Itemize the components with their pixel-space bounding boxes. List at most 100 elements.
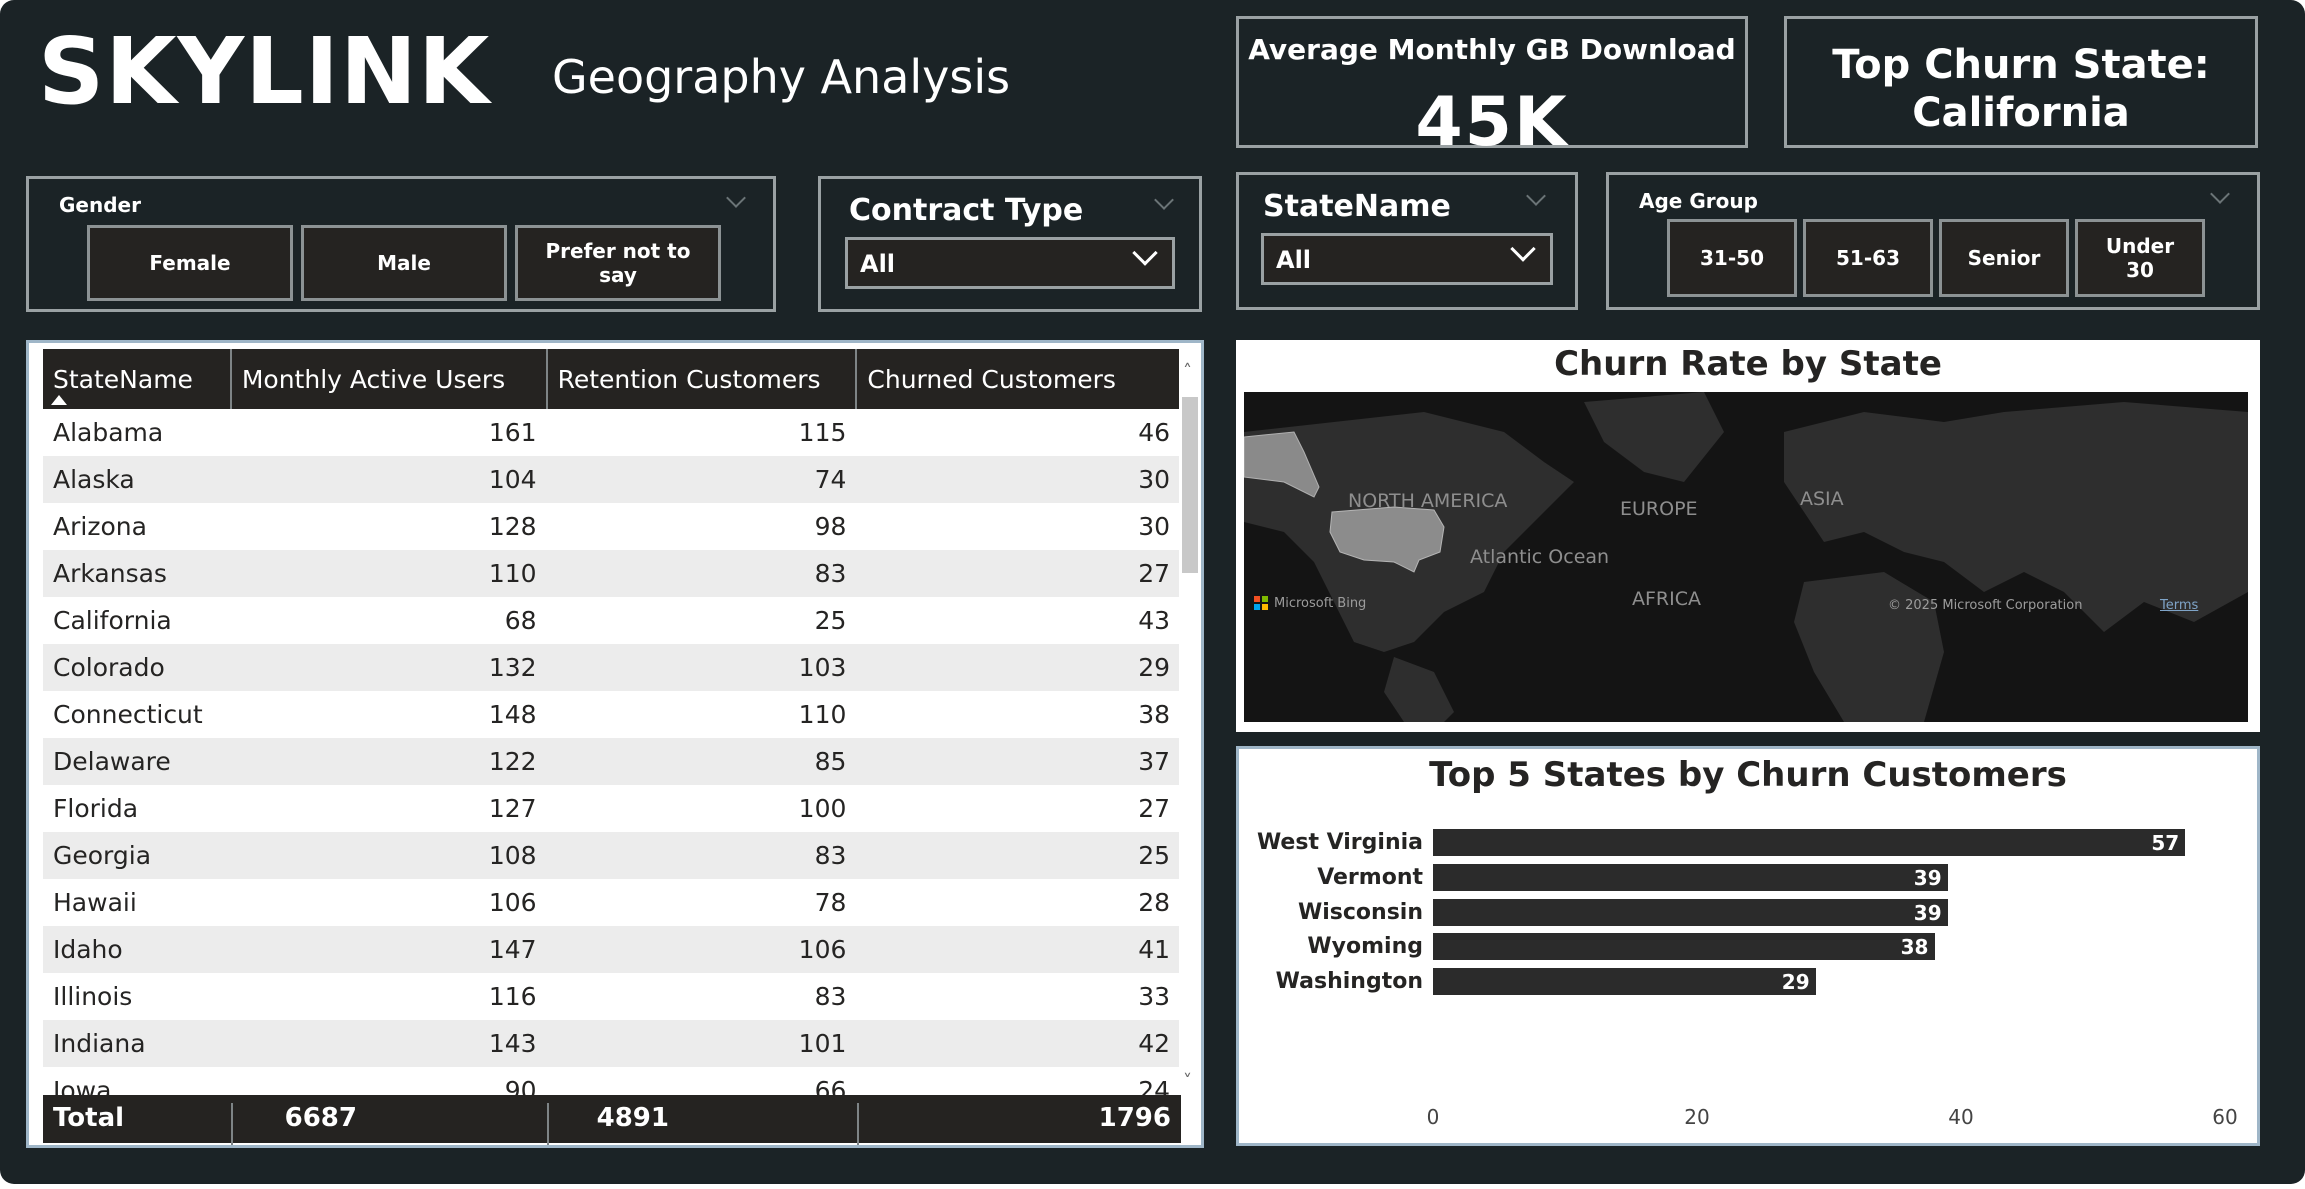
table-cell-monthly-active-users: 110: [230, 550, 547, 597]
state-table-grid: StateName Monthly Active Users Retention…: [43, 349, 1181, 1114]
table-cell-retention-customers: 83: [546, 832, 857, 879]
map-label-africa: AFRICA: [1632, 588, 1701, 610]
churn-map[interactable]: NORTH AMERICA EUROPE ASIA Atlantic Ocean…: [1244, 392, 2248, 722]
scroll-up-icon[interactable]: ˄: [1183, 361, 1192, 382]
bar-data-label: 38: [1900, 935, 1929, 960]
scroll-down-icon[interactable]: ˅: [1183, 1071, 1192, 1092]
map-label-north-america: NORTH AMERICA: [1348, 490, 1508, 512]
gender-slicer: Gender Female Male Prefer not to say: [26, 176, 776, 312]
chevron-down-icon[interactable]: [1154, 190, 1174, 210]
table-row[interactable]: Illinois 116 83 33: [43, 973, 1180, 1020]
bar-category-label: West Virginia: [1256, 830, 1423, 855]
table-row[interactable]: Florida 127 100 27: [43, 785, 1180, 832]
table-row[interactable]: California 68 25 43: [43, 597, 1180, 644]
kpi-card-avg-download: Average Monthly GB Download 45K: [1236, 16, 1748, 162]
chevron-down-icon[interactable]: [726, 188, 746, 208]
chevron-down-icon[interactable]: [1526, 186, 1546, 206]
table-cell-monthly-active-users: 68: [504, 606, 537, 635]
table-cell-churned-customers: 27: [856, 550, 1180, 597]
table-cell-statename: Indiana: [43, 1020, 231, 1067]
bar[interactable]: [1433, 968, 1816, 996]
map-label-asia: ASIA: [1800, 488, 1844, 510]
table-cell-monthly-active-users: 104: [230, 456, 547, 503]
table-cell-churned-customers: 28: [1138, 888, 1170, 917]
map-label-atlantic-ocean: Atlantic Ocean: [1470, 546, 1610, 568]
bar-data-label: 29: [1781, 970, 1810, 995]
age-option-senior[interactable]: Senior: [1939, 219, 2069, 297]
table-cell-retention-customers: 115: [798, 418, 847, 447]
table-cell-monthly-active-users: 132: [230, 644, 547, 691]
table-row[interactable]: Connecticut 148 110 38: [43, 691, 1180, 738]
age-option-under-30[interactable]: Under 30: [2075, 219, 2205, 297]
kpi-label: Average Monthly GB Download: [1248, 33, 1736, 66]
gender-option-prefer-not-to-say[interactable]: Prefer not to say: [515, 225, 721, 301]
table-cell-retention-customers: 83: [546, 550, 857, 597]
table-row[interactable]: Hawaii 106 78 28: [43, 879, 1180, 926]
table-cell-churned-customers: 38: [1138, 700, 1170, 729]
gender-option-female[interactable]: Female: [87, 225, 293, 301]
contract-type-value: All: [860, 250, 896, 278]
bar-category-label: Wyoming: [1307, 934, 1423, 960]
table-cell-retention-customers: 74: [546, 456, 857, 503]
table-cell-churned-customers: 42: [856, 1020, 1180, 1067]
table-cell-statename: Idaho: [43, 926, 231, 973]
table-row[interactable]: Delaware 122 85 37: [43, 738, 1180, 785]
table-row[interactable]: Arizona 128 98 30: [43, 503, 1180, 550]
table-cell-monthly-active-users: 116: [488, 982, 537, 1011]
column-divider: [857, 1103, 859, 1145]
table-cell-churned-customers: 30: [1138, 512, 1170, 541]
column-header-retention-customers[interactable]: Retention Customers: [546, 349, 858, 409]
bar[interactable]: [1433, 933, 1935, 961]
column-header-statename[interactable]: StateName: [43, 349, 232, 409]
table-cell-retention-customers: 78: [814, 888, 847, 917]
bar-category-label: Washington: [1275, 969, 1423, 995]
alaska-shape: [1244, 431, 1320, 498]
gender-option-male[interactable]: Male: [301, 225, 507, 301]
state-name-dropdown[interactable]: All: [1261, 233, 1553, 285]
table-row[interactable]: Arkansas 110 83 27: [43, 550, 1180, 597]
table-cell-statename: Delaware: [43, 738, 231, 785]
contract-type-dropdown[interactable]: All: [845, 237, 1175, 289]
table-cell-statename: Hawaii: [53, 888, 137, 917]
world-map-graphic: [1244, 392, 2248, 722]
age-group-slicer: Age Group 31-50 51-63 Senior Under 30: [1606, 172, 2260, 310]
chart-title: Top 5 States by Churn Customers: [1429, 755, 2067, 795]
table-row[interactable]: Georgia 108 83 25: [43, 832, 1180, 879]
table-cell-statename: Colorado: [43, 644, 231, 691]
x-tick-label: 0: [1426, 1105, 1440, 1129]
bar[interactable]: [1433, 863, 1948, 891]
table-cell-monthly-active-users: 148: [488, 700, 537, 729]
bar[interactable]: [1433, 829, 2186, 856]
column-header-churned-customers[interactable]: Churned Customers: [856, 349, 1181, 409]
table-header: StateName Monthly Active Users Retention…: [43, 349, 1181, 409]
bar-data-label: 39: [1913, 865, 1942, 890]
age-option-51-63[interactable]: 51-63: [1803, 219, 1933, 297]
table-row[interactable]: Idaho 147 106 41: [43, 926, 1180, 973]
table-row[interactable]: Alabama 161 115 46: [43, 409, 1180, 456]
table-cell-retention-customers: 98: [814, 512, 847, 541]
table-cell-monthly-active-users: 122: [230, 738, 547, 785]
column-header-monthly-active-users[interactable]: Monthly Active Users: [230, 349, 548, 409]
column-divider: [547, 1103, 549, 1145]
bar[interactable]: [1433, 898, 1948, 926]
table-row[interactable]: Alaska 104 74 30: [43, 456, 1180, 503]
table-row[interactable]: Indiana 143 101 42: [43, 1020, 1180, 1067]
bar-data-label: 39: [1913, 900, 1942, 925]
map-title: Churn Rate by State: [1554, 344, 1942, 384]
table-cell-statename: Florida: [53, 794, 139, 823]
chevron-down-icon[interactable]: [2210, 184, 2230, 204]
table-row[interactable]: Colorado 132 103 29: [43, 644, 1180, 691]
age-option-31-50[interactable]: 31-50: [1667, 219, 1797, 297]
dropdown-arrow-icon: [1510, 236, 1536, 262]
sort-ascending-icon[interactable]: [51, 395, 67, 405]
table-cell-monthly-active-users: 106: [488, 888, 537, 917]
table-body: Alabama 161 115 46 Alaska 104 74 30 Arizona 128 98…: [43, 409, 1180, 1114]
table-cell-statename: Connecticut: [53, 700, 203, 729]
table-cell-retention-customers: 85: [546, 738, 857, 785]
table-cell-churned-customers: 30: [856, 456, 1180, 503]
map-terms-link[interactable]: Terms: [2160, 598, 2199, 613]
state-name-slicer: StateName All: [1236, 172, 1578, 310]
table-total-row: Total 6687 4891 1796: [43, 1095, 1181, 1145]
scrollbar-thumb[interactable]: [1182, 397, 1198, 573]
